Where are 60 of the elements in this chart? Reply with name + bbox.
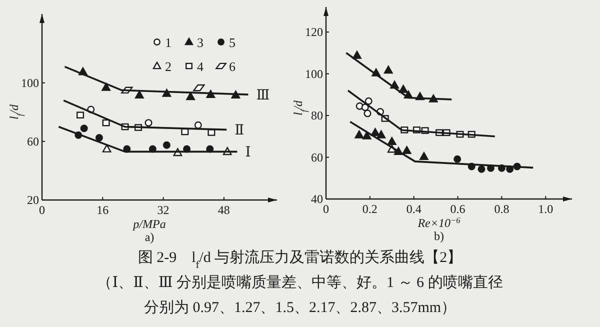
caption: 图 2-9 l$_{f}$/d 与射流压力及雷诺数的关系曲线【2】: [138, 249, 462, 270]
point: [454, 155, 462, 163]
point: [387, 136, 396, 146]
point: [80, 124, 88, 132]
x-tick-label: 0.6: [450, 202, 466, 216]
legend-label: 2: [165, 59, 172, 74]
point: [95, 134, 103, 142]
y-tick-label: 120: [305, 25, 323, 40]
x-tick-label: 0: [39, 203, 45, 217]
point: [186, 92, 196, 100]
y-tick-label: 60: [27, 134, 39, 148]
point: [162, 141, 170, 149]
legend-label: 5: [229, 35, 236, 50]
text: a): [144, 230, 154, 244]
point: [402, 146, 412, 154]
point: [376, 130, 386, 138]
text: b): [434, 229, 444, 243]
x-tick-label: 48: [218, 203, 230, 217]
point: [354, 130, 364, 138]
point: [102, 119, 110, 126]
x-tick-label: 0: [323, 202, 329, 216]
series-label: Ⅱ: [234, 124, 244, 139]
x-tick-label: 0.2: [362, 202, 378, 216]
y-tick-label: 60: [311, 150, 323, 164]
point: [420, 152, 428, 160]
y-tick-label: 100: [305, 66, 323, 81]
point: [364, 97, 372, 105]
point: [162, 88, 172, 97]
point: [144, 119, 152, 127]
x-axis-title: p/MPa: [132, 217, 166, 231]
point: [208, 129, 216, 136]
x-tick-label: 32: [157, 203, 170, 217]
legend-label: 1: [165, 35, 172, 50]
point: [362, 131, 372, 140]
y-tick-label: 20: [27, 193, 39, 207]
point: [102, 82, 111, 91]
x-tick-label: 1.0: [538, 202, 554, 216]
legend-label: 3: [197, 35, 204, 50]
point: [398, 84, 408, 93]
x-tick-label: 16: [96, 203, 109, 217]
point: [384, 66, 393, 74]
series-label: Ⅲ: [256, 88, 270, 104]
y-tick-label: 40: [311, 192, 323, 206]
point: [364, 110, 372, 118]
point: [194, 121, 202, 129]
x-axis-title: Re×10$^{−6}$: [416, 216, 462, 230]
x-tick-label: 0.8: [494, 202, 510, 216]
point: [352, 50, 362, 59]
point: [134, 90, 144, 99]
point: [478, 165, 486, 173]
y-tick-label: 100: [21, 76, 39, 90]
legend-label: 6: [229, 59, 236, 74]
x-tick-label: 0.4: [406, 202, 422, 216]
text: 分别为 0.97、1.27、1.5、2.17、2.87、3.57mm）: [144, 299, 456, 316]
point: [76, 112, 84, 118]
legend-label: 4: [197, 59, 204, 74]
y-tick-label: 80: [311, 108, 323, 123]
point: [102, 144, 112, 152]
text: （Ⅰ、Ⅱ、Ⅲ 分别是喷嘴质量差、中等、好。1 ～ 6 的喷嘴直径: [97, 274, 503, 291]
series-label: Ⅰ: [245, 146, 251, 161]
